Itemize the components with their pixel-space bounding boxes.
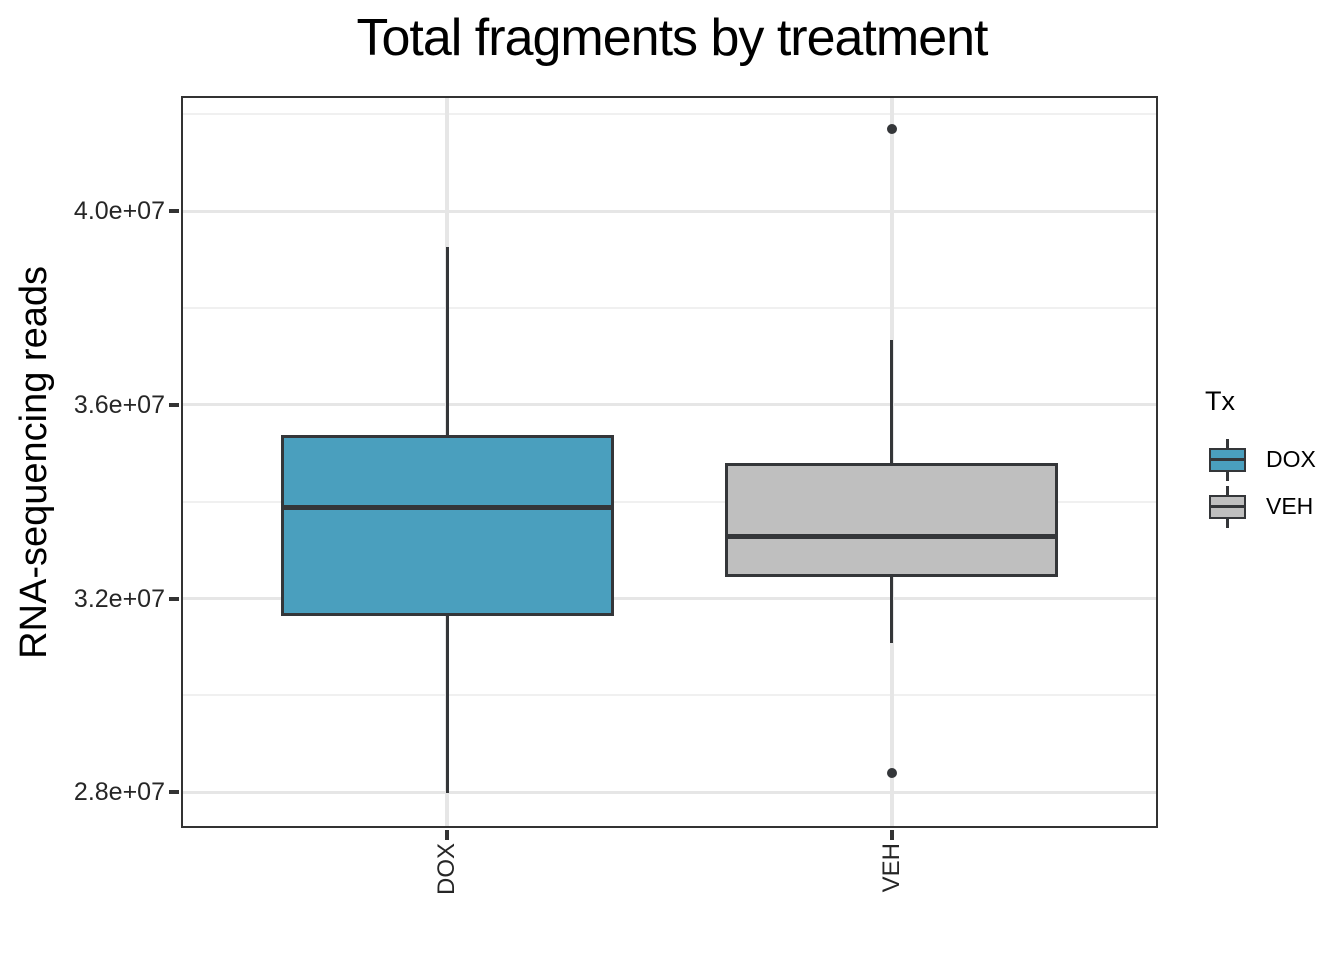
gridline-major — [181, 209, 1158, 213]
gridline-minor — [181, 113, 1158, 116]
x-tick-label-text: DOX — [433, 843, 461, 896]
legend-entries: DOX VEH — [1203, 436, 1316, 530]
x-tick-mark — [445, 830, 450, 840]
median-line-dox — [280, 505, 614, 511]
x-tick-label: VEH — [852, 843, 932, 933]
legend-key-boxplot-icon — [1209, 485, 1246, 528]
gridline-major — [181, 790, 1158, 794]
gridline-major — [181, 597, 1158, 601]
gridline-major — [181, 403, 1158, 407]
y-tick-label: 3.2e+07 — [73, 584, 165, 613]
x-tick-label-text: VEH — [877, 843, 905, 893]
y-tick-mark — [169, 402, 179, 407]
legend-key-median — [1211, 458, 1244, 461]
legend-entry-dox: DOX — [1203, 436, 1316, 483]
chart-title: Total fragments by treatment — [356, 9, 989, 67]
legend-entry-label: VEH — [1266, 493, 1314, 519]
whisker-lower-dox — [445, 615, 449, 794]
legend-entry-veh: VEH — [1203, 483, 1316, 530]
whisker-upper-dox — [445, 247, 449, 436]
legend-key-boxplot-icon — [1209, 438, 1246, 481]
gridline-minor — [181, 500, 1158, 503]
y-tick-label: 3.6e+07 — [73, 390, 165, 419]
legend-title: Tx — [1205, 386, 1235, 416]
outlier-point-veh — [886, 768, 897, 779]
y-tick-mark — [169, 596, 179, 601]
x-tick-mark — [889, 830, 894, 840]
y-tick-mark — [169, 209, 179, 214]
whisker-lower-veh — [890, 577, 894, 644]
gridline-minor — [181, 307, 1158, 310]
box-dox — [280, 435, 614, 616]
y-tick-label: 4.0e+07 — [73, 197, 165, 226]
whisker-upper-veh — [890, 340, 894, 463]
median-line-veh — [725, 533, 1059, 539]
y-tick-mark — [169, 790, 179, 795]
x-tick-label: DOX — [407, 843, 487, 933]
plot-panel — [181, 96, 1158, 828]
gridline-minor — [181, 694, 1158, 697]
y-tick-label: 2.8e+07 — [73, 778, 165, 807]
outlier-point-veh — [886, 124, 897, 135]
legend-entry-label: DOX — [1266, 446, 1316, 472]
legend: Tx DOX VEH — [1203, 386, 1316, 530]
legend-key-median — [1211, 505, 1244, 508]
box-veh — [725, 462, 1059, 578]
